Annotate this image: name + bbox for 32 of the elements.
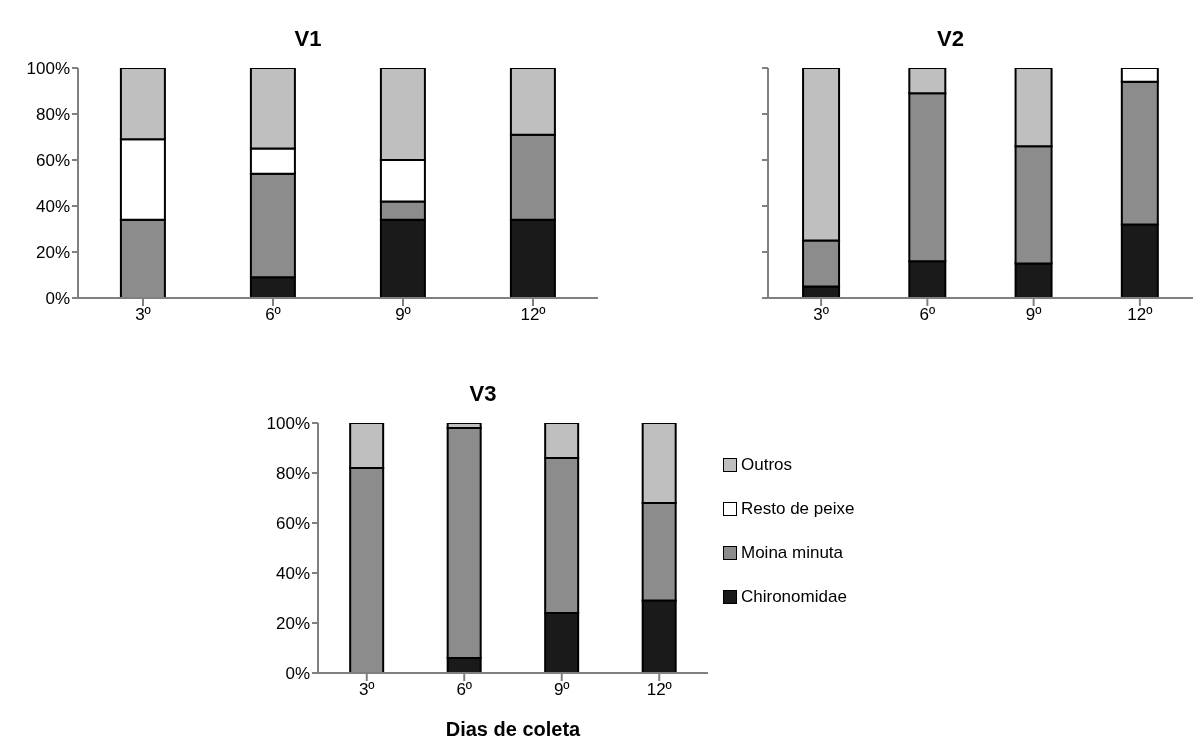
chart-title: V1 [293,26,323,52]
y-tick-label: 20% [275,614,310,634]
x-tick-label: 3º [135,305,151,325]
x-tick-label: 9º [395,305,411,325]
legend-label: Outros [741,455,793,475]
legend-label: Moina minuta [741,543,844,563]
chart-title: V3 [468,381,498,407]
y-tick-label: 80% [35,105,70,125]
x-tick-label: 9º [553,680,570,700]
x-tick-label: 3º [813,305,829,325]
y-tick-label: 100% [266,414,310,434]
x-tick-label: 12º [646,680,672,700]
legend-label: Chironomidae [741,587,847,607]
legend-label: Resto de peixe [741,499,855,519]
y-tick-label: 40% [275,564,310,584]
x-tick-label: 12º [1127,305,1153,325]
x-tick-label: 6º [919,305,936,325]
x-tick-label: 12º [520,305,546,325]
y-tick-label: 100% [26,59,70,79]
x-tick-label: 9º [1025,305,1042,325]
y-tick-label: 20% [35,243,70,263]
x-axis-title: Dias de coleta [444,718,582,741]
y-tick-label: 60% [275,514,310,534]
x-tick-label: 3º [358,680,375,700]
y-tick-label: 60% [35,151,70,171]
y-tick-label: 40% [35,197,70,217]
x-tick-label: 6º [456,680,473,700]
y-tick-label: 80% [275,464,310,484]
chart-title: V2 [936,26,965,52]
y-tick-label: 0% [285,664,310,684]
y-tick-label: 0% [45,289,70,309]
x-tick-label: 6º [265,305,281,325]
